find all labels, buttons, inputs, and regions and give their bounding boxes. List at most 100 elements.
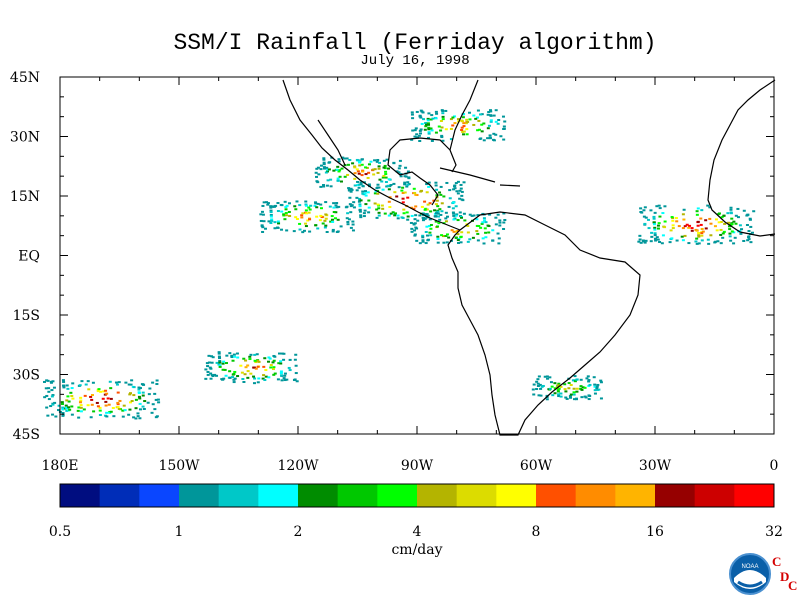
rain-cell xyxy=(415,110,419,113)
rain-cell xyxy=(324,201,328,204)
rain-cell xyxy=(361,170,365,173)
rain-cell xyxy=(45,394,49,397)
rain-cell xyxy=(583,386,587,389)
rain-cell xyxy=(222,360,226,363)
rain-cell xyxy=(503,120,507,123)
rain-cell xyxy=(336,165,340,168)
rain-cell xyxy=(439,129,443,132)
rain-cell xyxy=(272,373,276,376)
rain-cell xyxy=(324,213,328,216)
rain-cell xyxy=(427,132,431,135)
rain-cell xyxy=(64,404,68,407)
x-tick-label: 180E xyxy=(42,458,79,474)
rain-cell xyxy=(269,209,273,212)
rain-cell xyxy=(359,183,363,186)
rain-cell xyxy=(277,222,281,225)
rain-cell xyxy=(396,217,400,220)
rain-cell xyxy=(382,174,386,177)
rain-cell xyxy=(383,164,387,167)
rain-cell xyxy=(217,352,221,355)
rain-cell xyxy=(425,208,429,211)
rain-cell xyxy=(269,211,273,214)
rain-area xyxy=(259,200,356,234)
rain-cell xyxy=(410,138,414,141)
rain-cell xyxy=(680,235,684,238)
rain-cell xyxy=(502,227,506,230)
rain-cell xyxy=(502,138,506,141)
rain-cell xyxy=(720,216,724,219)
rain-cell xyxy=(459,183,463,186)
rain-cell xyxy=(481,221,485,224)
rain-cell xyxy=(742,239,746,242)
rain-cell xyxy=(434,181,438,184)
rain-cell xyxy=(292,230,296,233)
rain-cell xyxy=(400,216,404,219)
rain-cell xyxy=(331,220,335,223)
rain-cell xyxy=(406,181,410,184)
rain-cell xyxy=(401,197,405,200)
rain-cell xyxy=(71,382,75,385)
colorbar-swatch xyxy=(99,484,140,507)
rain-cell xyxy=(700,209,704,212)
rain-cell xyxy=(138,397,142,400)
rain-cell xyxy=(410,214,414,217)
rain-cell xyxy=(319,164,323,167)
rain-cell xyxy=(747,238,751,241)
rain-cell xyxy=(709,222,713,225)
rain-cell xyxy=(663,220,667,223)
rain-cell xyxy=(104,400,108,403)
x-tick-label: 90W xyxy=(401,458,434,474)
rain-cell xyxy=(61,413,65,416)
rain-cell xyxy=(353,166,357,169)
rain-cell xyxy=(239,364,243,367)
rain-cell xyxy=(82,408,86,411)
rain-cell xyxy=(494,109,498,112)
rain-cell xyxy=(502,127,506,130)
rain-cell xyxy=(343,175,347,178)
rain-cell xyxy=(466,240,470,243)
rain-cell xyxy=(319,185,323,188)
rain-cell xyxy=(536,378,540,381)
rain-cell xyxy=(347,187,351,190)
rain-cell xyxy=(147,393,151,396)
rain-cell xyxy=(496,213,500,216)
rain-cell xyxy=(288,369,292,372)
rain-cell xyxy=(154,416,158,419)
rain-cell xyxy=(427,123,431,126)
rain-cell xyxy=(350,188,354,191)
rain-cell xyxy=(426,119,430,122)
rain-cell xyxy=(439,119,443,122)
rain-cell xyxy=(462,212,466,215)
rain-cell xyxy=(697,235,701,238)
rain-cell xyxy=(252,375,256,378)
rain-cell xyxy=(104,404,108,407)
rain-cell xyxy=(109,397,113,400)
rain-cell xyxy=(453,122,457,125)
rain-cell xyxy=(708,206,712,209)
rain-cell xyxy=(425,213,429,216)
rain-cell xyxy=(364,166,368,169)
rain-cell xyxy=(272,205,276,208)
logo-d: D xyxy=(780,569,789,584)
rain-cell xyxy=(700,239,704,242)
rain-cell xyxy=(248,358,252,361)
rain-cell xyxy=(376,171,380,174)
rain-cell xyxy=(436,235,440,238)
rain-cell xyxy=(434,220,438,223)
rain-cell xyxy=(480,130,484,133)
rain-cell xyxy=(283,379,287,382)
rain-cell xyxy=(649,240,653,243)
rain-cell xyxy=(361,190,365,193)
rain-cell xyxy=(700,232,704,235)
rain-cell xyxy=(364,194,368,197)
rain-cell xyxy=(315,206,319,209)
rain-cell xyxy=(62,384,66,387)
rain-cell xyxy=(460,198,464,201)
rain-cell xyxy=(261,230,265,233)
rain-cell xyxy=(557,393,561,396)
rain-cell xyxy=(415,133,419,136)
rain-cell xyxy=(488,134,492,137)
rain-cell xyxy=(721,236,725,239)
rain-cell xyxy=(424,125,428,128)
rain-cell xyxy=(70,395,74,398)
